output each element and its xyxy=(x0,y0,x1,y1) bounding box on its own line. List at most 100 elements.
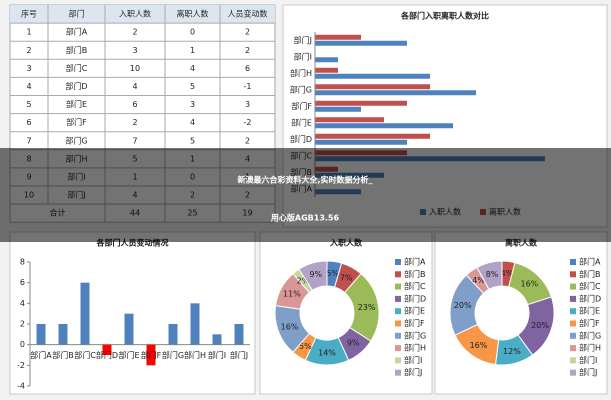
table-header: 部门 xyxy=(69,9,85,19)
data-label: 23% xyxy=(358,303,376,312)
chart-title: 离职人数 xyxy=(505,238,538,248)
y-tick-label: -4 xyxy=(17,382,25,391)
legend-label: 部门E xyxy=(404,306,425,316)
table-cell: 部门E xyxy=(66,99,87,109)
table-cell: 2 xyxy=(132,28,137,37)
bar xyxy=(315,84,430,90)
legend-label: 部门C xyxy=(404,281,426,291)
legend-swatch xyxy=(395,271,401,278)
legend-swatch xyxy=(395,295,401,302)
chart-title: 各部门人员变动情况 xyxy=(96,238,169,248)
legend-swatch xyxy=(570,295,576,302)
legend-swatch xyxy=(570,320,576,327)
bar xyxy=(315,139,407,145)
table-cell: 1 xyxy=(190,46,195,55)
table-header: 离职人数 xyxy=(177,9,209,19)
table-cell: 2 xyxy=(245,46,250,55)
legend-swatch xyxy=(395,308,401,315)
bar xyxy=(36,324,46,345)
x-tick-label: 部门A xyxy=(30,350,52,360)
data-label: 5% xyxy=(326,269,339,278)
data-label: 20% xyxy=(531,321,549,330)
y-tick-label: 部门D xyxy=(290,134,312,144)
x-tick-label: 部门C xyxy=(74,350,96,360)
x-tick-label: 部门H xyxy=(184,350,206,360)
donut-segment xyxy=(476,260,503,291)
table-cell: 4 xyxy=(190,64,195,73)
table-cell: 6 xyxy=(245,64,250,73)
legend-label: 部门C xyxy=(579,281,601,291)
x-tick-label: 部门G xyxy=(162,350,184,360)
table-cell: 2 xyxy=(26,46,31,55)
data-label: 16% xyxy=(470,341,488,350)
legend-label: 部门B xyxy=(579,269,601,279)
bar xyxy=(315,90,476,96)
data-label: 4% xyxy=(501,269,514,278)
bar xyxy=(190,303,200,345)
data-label: 8% xyxy=(486,270,499,279)
chart-panel xyxy=(9,231,256,395)
table-cell: -2 xyxy=(244,118,252,127)
bar xyxy=(234,324,244,345)
table-cell: 0 xyxy=(190,28,195,37)
x-tick-label: 部门E xyxy=(118,350,139,360)
y-tick-label: 0 xyxy=(20,340,25,349)
data-label: 5% xyxy=(299,342,312,351)
y-tick-label: 4 xyxy=(20,299,25,308)
bar xyxy=(124,313,134,345)
table-cell: 4 xyxy=(132,82,137,91)
table-cell: 6 xyxy=(132,100,137,109)
legend-label: 部门G xyxy=(404,330,426,340)
x-tick-label: 部门D xyxy=(96,350,118,360)
y-tick-label: 部门G xyxy=(290,84,312,94)
banner-text: 用心版AGB13.56 xyxy=(270,213,340,223)
table-cell: -1 xyxy=(244,82,252,91)
legend-label: 部门I xyxy=(404,355,422,365)
legend-label: 部门D xyxy=(404,293,426,303)
data-label: 4% xyxy=(472,276,485,285)
table-cell: 部门C xyxy=(66,63,88,73)
bar xyxy=(315,100,407,106)
table-cell: 3 xyxy=(190,100,195,109)
legend-label: 部门H xyxy=(579,343,601,353)
bar xyxy=(315,57,338,63)
data-label: 16% xyxy=(520,279,538,288)
y-tick-label: 部门I xyxy=(294,51,312,61)
table-header: 入职人数 xyxy=(119,9,151,19)
x-tick-label: 部门F xyxy=(141,350,162,360)
legend-swatch xyxy=(395,259,401,265)
y-tick-label: 8 xyxy=(20,258,25,267)
data-label: 9% xyxy=(309,270,322,279)
legend-label: 部门A xyxy=(579,257,601,267)
bar xyxy=(315,123,453,129)
bar xyxy=(168,324,178,345)
y-tick-label: 部门E xyxy=(291,117,312,127)
legend-label: 部门I xyxy=(579,355,597,365)
legend-swatch xyxy=(395,345,401,352)
bar xyxy=(315,67,338,73)
table-cell: 6 xyxy=(26,118,31,127)
bar xyxy=(80,282,90,345)
legend-swatch xyxy=(395,332,401,339)
table-cell: 4 xyxy=(190,118,195,127)
data-label: 12% xyxy=(503,347,521,356)
chart-title: 入职人数 xyxy=(329,238,363,248)
table-cell: 4 xyxy=(26,82,31,91)
data-label: 20% xyxy=(454,301,472,310)
bar xyxy=(315,40,407,46)
table-cell: 7 xyxy=(26,136,31,145)
legend-label: 部门D xyxy=(579,293,601,303)
y-tick-label: 部门H xyxy=(290,68,312,78)
table-cell: 2 xyxy=(245,28,250,37)
table-cell: 5 xyxy=(26,100,31,109)
bar xyxy=(315,73,430,79)
table-cell: 2 xyxy=(132,118,137,127)
data-label: 7% xyxy=(340,273,353,282)
y-tick-label: 部门F xyxy=(291,101,312,111)
table-cell: 7 xyxy=(132,136,137,145)
legend-swatch xyxy=(570,345,576,352)
bar xyxy=(102,344,112,355)
legend-swatch xyxy=(570,332,576,339)
legend-label: 部门H xyxy=(404,343,426,353)
table-cell: 3 xyxy=(245,100,250,109)
